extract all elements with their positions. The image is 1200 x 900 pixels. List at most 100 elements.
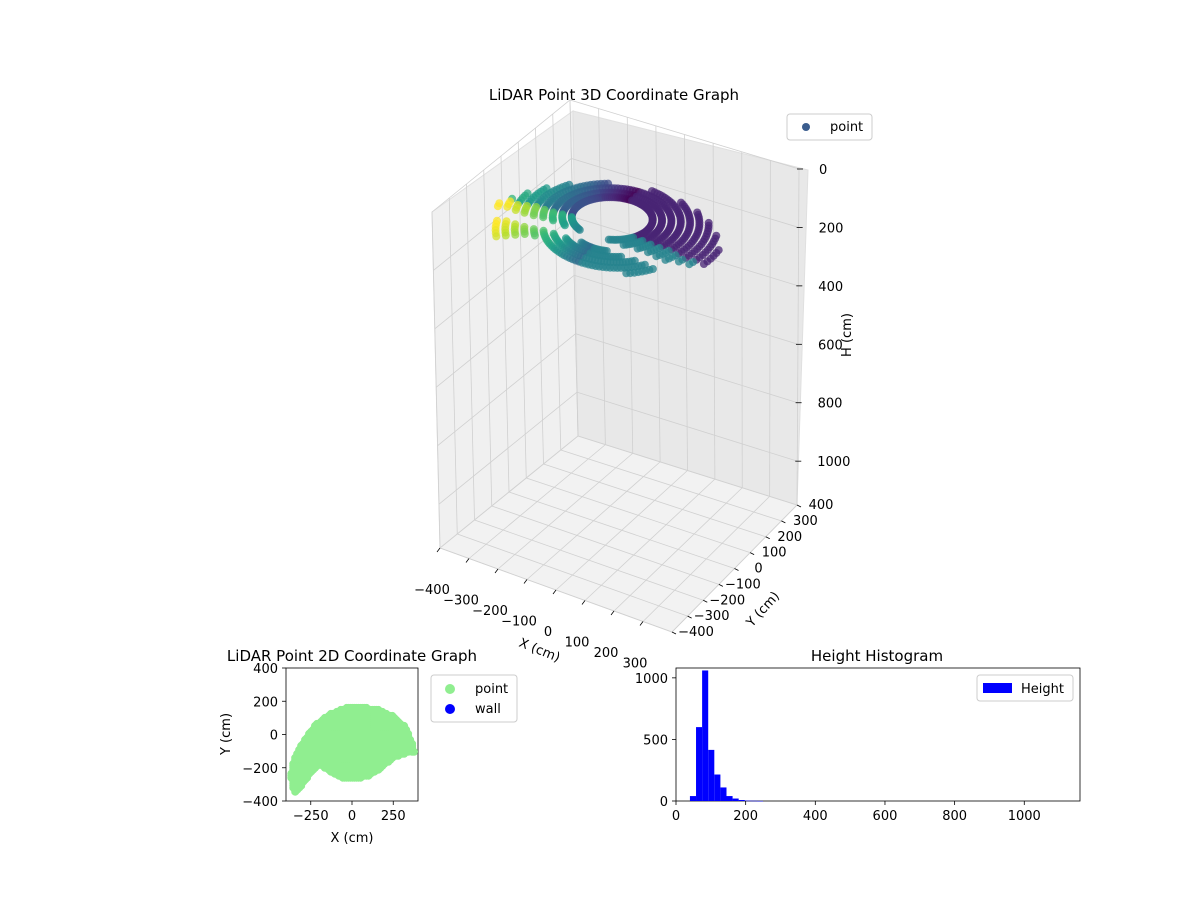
x-tick-label: 100 [565, 636, 590, 651]
x-tick [581, 600, 586, 605]
y-tick [765, 536, 770, 540]
ticks-histogram: 0 200 400 600 800 1000 0 500 1000 [635, 672, 1041, 824]
point-3d [501, 231, 510, 240]
grid-line [569, 99, 579, 437]
grid-line [508, 491, 735, 569]
grid-line [435, 274, 799, 388]
y-tick-label: 300 [793, 514, 818, 529]
x-tick [436, 547, 441, 553]
point-3d [511, 230, 520, 239]
x-tick-label: −200 [472, 604, 508, 619]
histogram-bars [689, 670, 764, 802]
x-tick-label: 200 [594, 646, 619, 661]
point-3d [520, 230, 529, 238]
y-tick-label: −200 [242, 762, 278, 777]
histogram-bar [738, 800, 745, 801]
x-tick-label: 400 [803, 809, 828, 824]
y-tick [781, 520, 786, 524]
x-tick-label: 600 [873, 809, 898, 824]
chart-3d-legend: point [786, 113, 873, 141]
point-3d [644, 248, 652, 257]
legend-marker-point [445, 684, 455, 694]
y-tick-label: −200 [709, 593, 745, 608]
z-tick-label: 600 [818, 338, 843, 353]
z-tick-label: 800 [818, 397, 843, 412]
x-tick-label: 800 [942, 809, 967, 824]
histogram-bar [744, 800, 751, 802]
x-tick [552, 589, 557, 595]
x-tick-label: 200 [733, 809, 758, 824]
x-tick-label: 1000 [1008, 809, 1041, 824]
chart-2d-title: LiDAR Point 2D Coordinate Graph [227, 647, 477, 665]
y-tick-label: 0 [754, 562, 762, 577]
legend-marker-point [802, 123, 810, 131]
z-tick-label: 1000 [817, 455, 850, 470]
grid-line [437, 333, 798, 447]
grid-line [598, 108, 606, 445]
point-3d [503, 202, 512, 211]
point-3d [685, 260, 694, 269]
histogram-bar [708, 749, 715, 801]
chart-3d-title: LiDAR Point 3D Coordinate Graph [489, 86, 739, 104]
grid-line [769, 160, 771, 497]
histogram-bar [689, 796, 697, 801]
grid-line [535, 127, 544, 465]
chart-3d-ylabel: Y (cm) [743, 589, 783, 631]
y-tick [734, 568, 739, 571]
y-tick [687, 615, 692, 619]
point-3d [661, 255, 670, 264]
histogram-bar [732, 798, 739, 801]
grid-line [431, 211, 441, 549]
point-3d [511, 206, 520, 214]
y-tick-label: 200 [253, 695, 278, 710]
grid-line [433, 157, 799, 271]
y-tick-label: −100 [725, 577, 761, 592]
chart-2d-xlabel: X (cm) [331, 831, 374, 846]
grid-line [500, 155, 510, 493]
point-3d [520, 208, 529, 217]
x-tick-label: −100 [501, 615, 537, 630]
chart-2d-legend: point wall [430, 674, 518, 723]
x-tick-label: −300 [443, 594, 479, 609]
z-tick-label: 200 [819, 221, 844, 236]
x-tick [523, 579, 528, 584]
ticks-3d: −400−300−200−1000100200300−400−300−200−1… [414, 163, 850, 672]
x-tick [494, 568, 499, 574]
grid-line [577, 435, 798, 506]
point-3d [622, 240, 631, 249]
grid-line [613, 487, 743, 612]
y-tick-label: 200 [777, 530, 802, 545]
histogram-bar [720, 787, 727, 801]
point-3d [575, 225, 584, 234]
grid-line [431, 99, 800, 213]
z-tick-label: 400 [818, 280, 843, 295]
y-tick-label: −400 [242, 795, 278, 810]
chart-3d: LiDAR Point 3D Coordinate Graph X (cm) Y… [414, 86, 873, 672]
legend-label-height: Height [1021, 682, 1064, 697]
y-tick [796, 504, 802, 508]
grid-line [796, 168, 800, 506]
point-3d [633, 244, 642, 253]
x-tick-label: 300 [623, 657, 648, 672]
histogram-legend: Height [976, 674, 1074, 702]
chart-3d-xlabel: X (cm) [517, 636, 562, 666]
grid-3d [431, 99, 800, 633]
grid-line [560, 449, 782, 522]
point-3d [493, 202, 502, 211]
x-tick [465, 558, 470, 563]
y-tick-label: −300 [694, 609, 730, 624]
legend-marker-height [983, 683, 1012, 693]
ticks-2d: −250 0 250 −400 −200 0 200 400 [242, 662, 405, 824]
histogram-bar [714, 774, 721, 801]
y-tick-label: 1000 [635, 672, 668, 687]
grid-line [655, 125, 661, 462]
y-tick [671, 631, 677, 635]
point-3d [560, 221, 569, 230]
histogram-bar [750, 800, 757, 802]
x-tick-label: 0 [672, 809, 680, 824]
grid-line [642, 496, 770, 622]
x-tick-label: 0 [348, 809, 356, 824]
grid-line [448, 197, 458, 535]
point-3d [549, 216, 558, 225]
x-tick [639, 621, 644, 626]
